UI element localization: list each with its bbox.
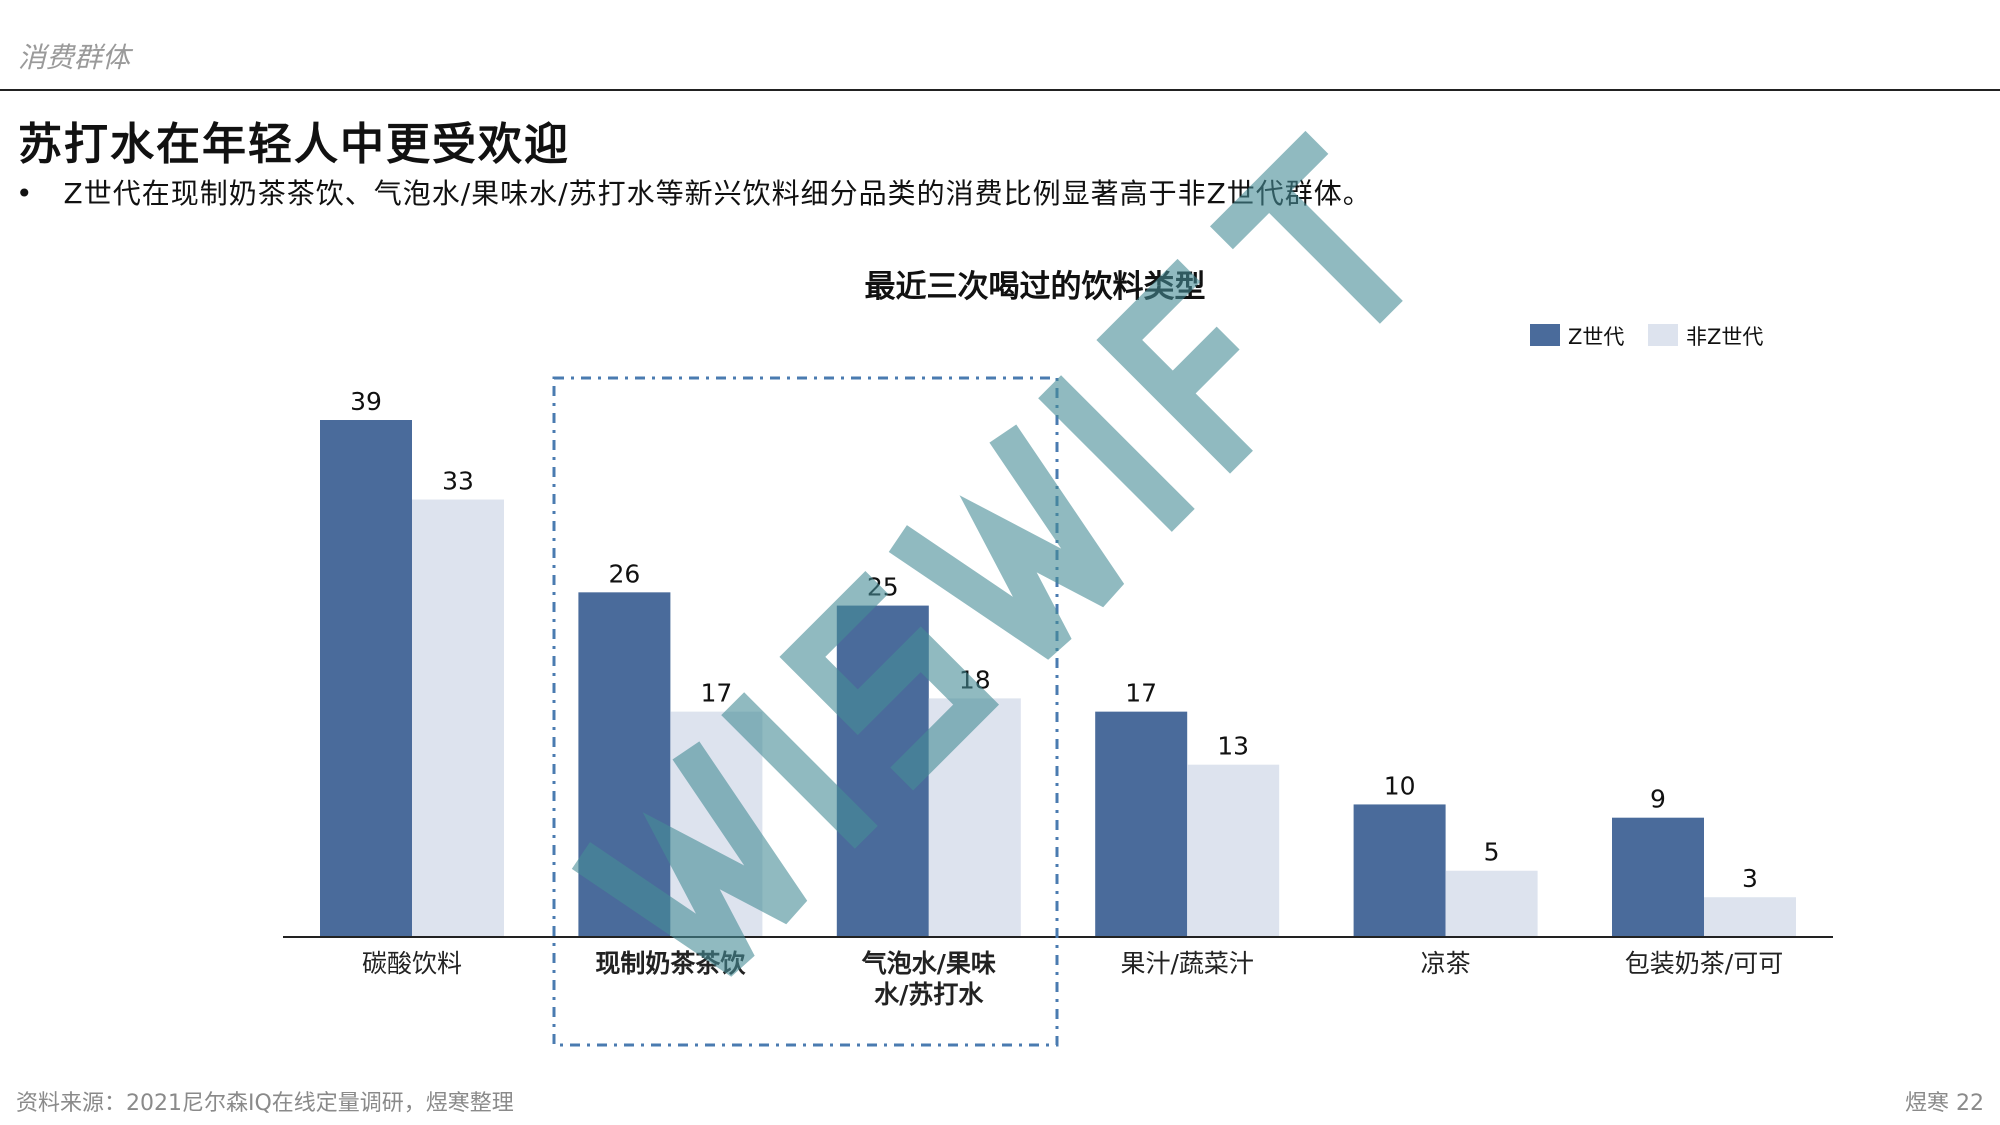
data-label: 26 xyxy=(608,559,640,588)
header-divider xyxy=(0,89,2000,91)
category-label: 果汁/蔬菜汁 xyxy=(1120,949,1253,978)
bar-z xyxy=(1095,711,1188,937)
highlight-box xyxy=(552,376,1059,1047)
bullet-text: Z世代在现制奶茶茶饮、气泡水/果味水/苏打水等新兴饮料细分品类的消费比例显著高于… xyxy=(63,177,1372,210)
category-label: 水/苏打水 xyxy=(874,980,984,1009)
data-label: 17 xyxy=(1125,679,1157,708)
category-label: 现制奶茶茶饮 xyxy=(595,949,746,978)
legend-swatch xyxy=(1648,324,1678,346)
data-label: 3 xyxy=(1742,864,1758,893)
bar-nonz xyxy=(412,499,504,937)
category-label: 碳酸饮料 xyxy=(362,949,462,978)
legend-swatch xyxy=(1530,324,1560,346)
data-label: 9 xyxy=(1650,785,1666,814)
bar-nonz xyxy=(1704,897,1796,937)
category-label: 包装奶茶/可可 xyxy=(1625,949,1783,978)
chart-title: 最近三次喝过的饮料类型 xyxy=(865,269,1206,305)
page-number: 煜寒 22 xyxy=(1905,1091,1984,1116)
data-label: 33 xyxy=(442,467,474,496)
bar-z xyxy=(836,605,929,937)
bar-z xyxy=(1353,804,1446,937)
data-label: 10 xyxy=(1384,771,1416,800)
category-label: 气泡水/果味 xyxy=(861,949,996,978)
bar-nonz xyxy=(928,698,1021,937)
bars: 3933碳酸饮料2617现制奶茶茶饮2518气泡水/果味水/苏打水1713果汁/… xyxy=(320,387,1796,1009)
data-label: 39 xyxy=(350,387,382,416)
legend-label: Z世代 xyxy=(1568,325,1624,349)
bar-nonz xyxy=(1445,870,1538,937)
data-label: 13 xyxy=(1217,732,1249,761)
section-label: 消费群体 xyxy=(18,41,131,74)
bullet-point: • Z世代在现制奶茶茶饮、气泡水/果味水/苏打水等新兴饮料细分品类的消费比例显著高… xyxy=(16,172,1372,212)
bar-nonz xyxy=(670,711,763,937)
category-label: 凉茶 xyxy=(1421,949,1471,978)
data-label: 5 xyxy=(1484,838,1500,867)
legend: Z世代 非Z世代 xyxy=(1530,324,1763,349)
bar-nonz xyxy=(1187,764,1280,937)
page-title: 苏打水在年轻人中更受欢迎 xyxy=(18,119,570,170)
legend-label: 非Z世代 xyxy=(1686,325,1763,349)
bullet-icon: • xyxy=(16,177,34,210)
data-label: 17 xyxy=(700,679,732,708)
bar-z xyxy=(320,420,412,937)
bar-z xyxy=(578,592,671,937)
data-label: 18 xyxy=(959,665,991,694)
data-label: 25 xyxy=(867,573,899,602)
source-note: 资料来源：2021尼尔森IQ在线定量调研，煜寒整理 xyxy=(16,1091,514,1116)
bar-z xyxy=(1612,817,1704,937)
